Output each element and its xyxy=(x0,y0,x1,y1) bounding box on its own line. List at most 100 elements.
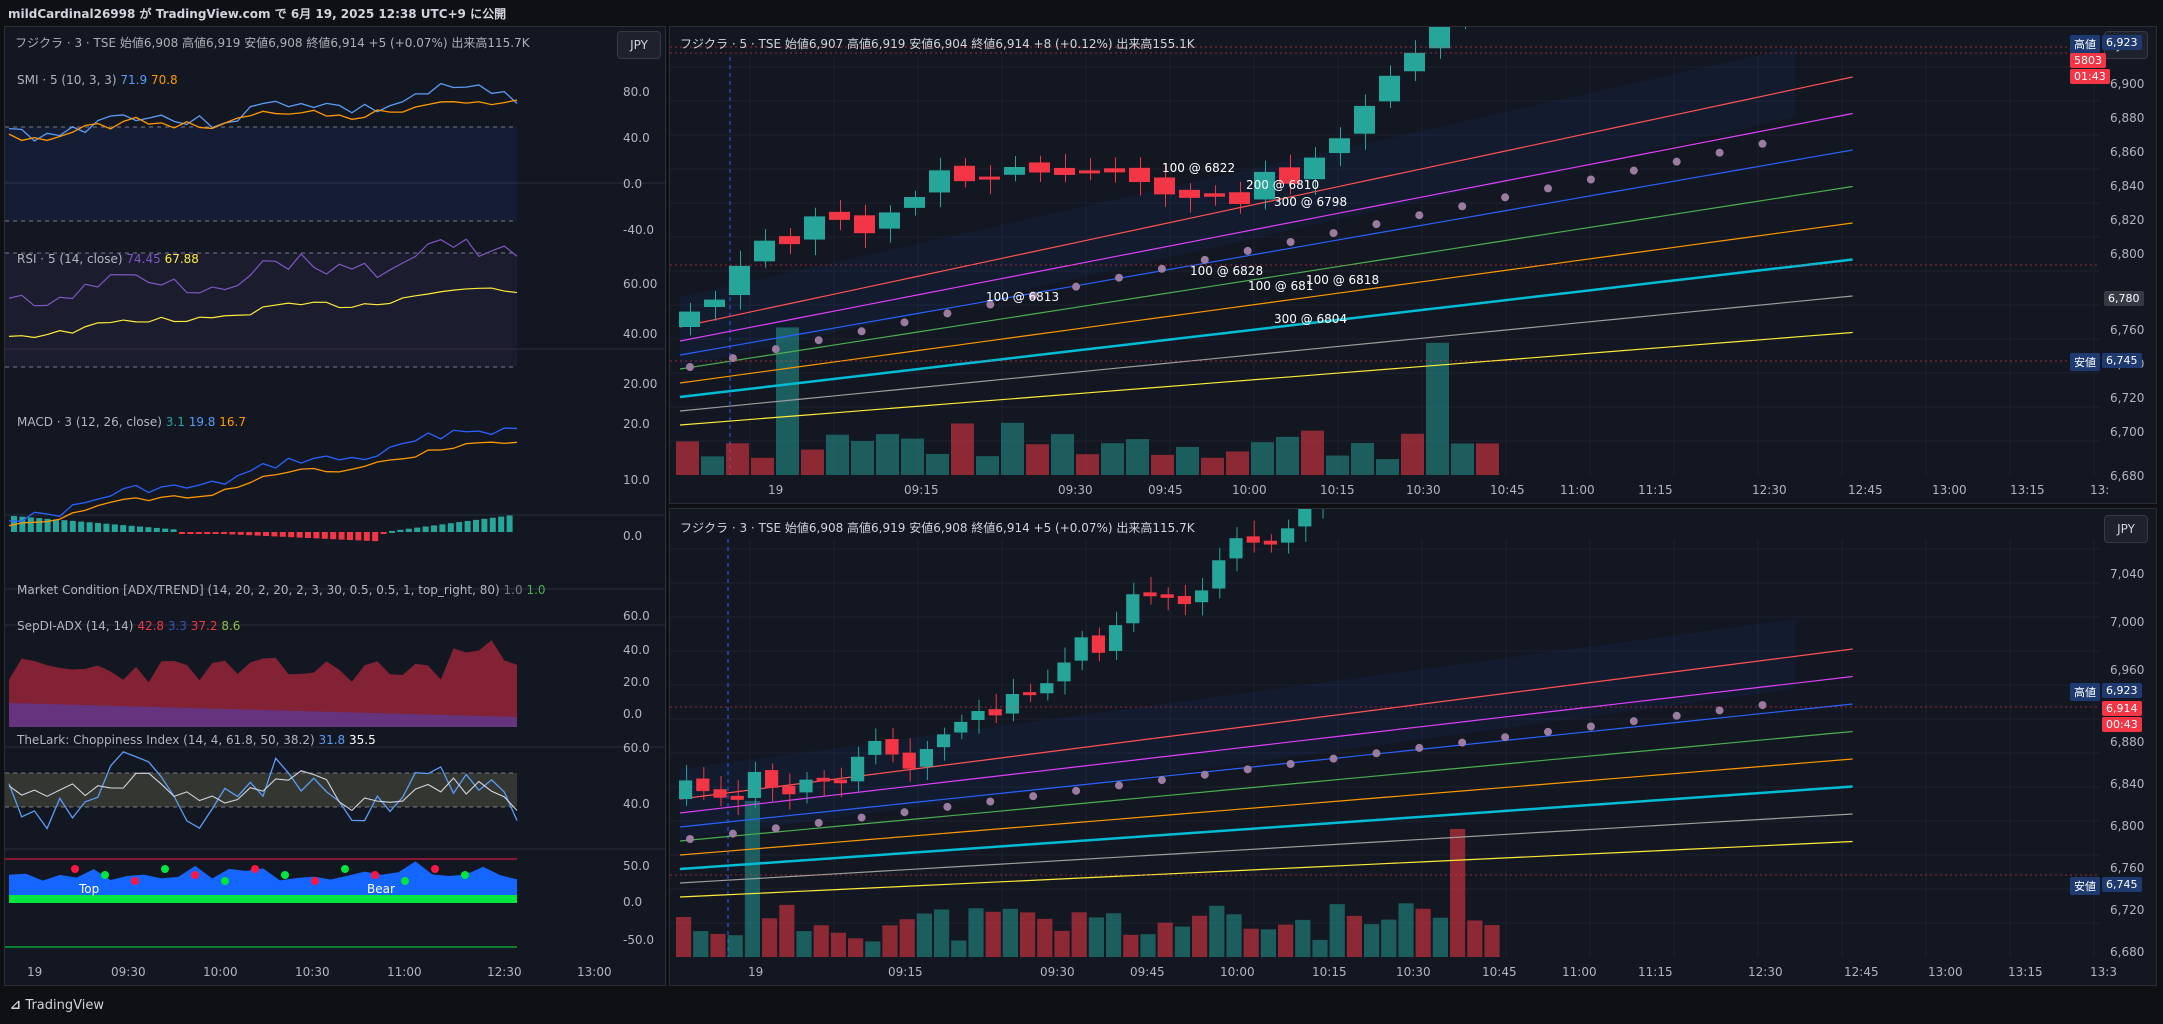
volume-bar xyxy=(848,938,864,957)
oscillator-signal-dot xyxy=(431,865,439,873)
volume-bar xyxy=(1398,903,1414,957)
top-price-tick: 6,900 xyxy=(2110,77,2145,91)
candle-body xyxy=(1281,528,1295,543)
tv-logo-icon: ⊿ xyxy=(10,998,26,1013)
rsi-tick: 40.00 xyxy=(623,327,658,341)
sepdi-lower-area xyxy=(9,703,517,727)
macd-histogram-bar xyxy=(170,529,177,532)
rsi-tick: 60.00 xyxy=(623,277,658,291)
sepdi-value-3: 37.2 xyxy=(190,619,218,633)
osc-top-label: Top xyxy=(79,882,100,896)
candle-body xyxy=(1354,105,1375,134)
top-price-chart[interactable]: フジクラ · 5 · TSE 始値6,907 高値6,919 安値6,904 終… xyxy=(669,26,2157,504)
signal-dot xyxy=(728,829,737,838)
oscillator-signal-dot xyxy=(281,871,289,879)
signal-dot xyxy=(1372,220,1381,229)
macd-histogram-bar xyxy=(19,516,26,532)
chop-tick: 40.0 xyxy=(623,797,650,811)
candle-body xyxy=(851,756,865,782)
bottom-chart-svg xyxy=(670,509,2100,957)
volume-bar xyxy=(1381,919,1397,957)
candle-body xyxy=(816,777,830,782)
oscillator-signal-dot xyxy=(191,871,199,879)
currency-button-left[interactable]: JPY xyxy=(617,31,661,59)
volume-bar xyxy=(901,438,924,475)
volume-bar xyxy=(1326,455,1349,475)
moving-average-line xyxy=(679,185,1853,370)
macd-tick: 20.0 xyxy=(623,417,650,431)
candle-body xyxy=(1195,590,1209,603)
volume-bar xyxy=(865,941,881,957)
macd-histogram-bar xyxy=(78,521,85,532)
volume-bar xyxy=(1295,919,1311,957)
bottom-xaxis-label: 13:00 xyxy=(1928,965,1963,979)
macd-histogram-bar xyxy=(36,518,43,532)
volume-bar xyxy=(1243,928,1259,957)
candle-body xyxy=(904,197,925,208)
currency-button-bottom[interactable]: JPY xyxy=(2104,515,2148,543)
volume-bar xyxy=(926,453,949,475)
tradingview-logo[interactable]: ⊿ TradingView xyxy=(10,998,104,1013)
volume-bar xyxy=(851,441,874,475)
volume-bar xyxy=(934,909,950,957)
signal-dot xyxy=(1329,229,1338,238)
signal-dot xyxy=(1286,760,1295,768)
macd-histogram-bar xyxy=(145,527,152,532)
volume-bar xyxy=(1376,459,1399,475)
candle-body xyxy=(1254,171,1275,200)
volume-bar xyxy=(916,913,932,957)
signal-dot xyxy=(771,345,780,354)
bottom-xaxis-label: 11:15 xyxy=(1638,965,1673,979)
trade-annotation: 100 @ 6813 xyxy=(986,290,1060,304)
top-6780-marker: 6,780 xyxy=(2104,291,2144,306)
top-xaxis-label: 13: xyxy=(2090,483,2110,497)
candle-body xyxy=(1129,167,1150,183)
bottom-xaxis-label: 12:45 xyxy=(1844,965,1879,979)
volume-bar xyxy=(776,327,799,475)
macd-histogram-bar xyxy=(204,532,211,534)
candle-body xyxy=(1212,560,1226,589)
bottom-price-chart[interactable]: フジクラ · 3 · TSE 始値6,908 高値6,919 安値6,908 終… xyxy=(669,508,2157,986)
signal-dot xyxy=(814,818,823,827)
chop-line xyxy=(8,751,518,830)
macd-histogram-bar xyxy=(162,528,169,532)
chop-value-1: 31.8 xyxy=(318,733,346,747)
signal-dot xyxy=(686,363,694,371)
volume-bar xyxy=(1226,914,1242,957)
volume-bar xyxy=(1020,912,1036,957)
bottom-price-tick: 6,760 xyxy=(2110,861,2145,875)
volume-bar xyxy=(1301,430,1324,475)
trade-annotation: 300 @ 6798 xyxy=(1274,195,1348,209)
candle-body xyxy=(1029,162,1050,173)
volume-bar xyxy=(1192,915,1208,957)
candle-body xyxy=(829,211,850,220)
candle-body xyxy=(1177,595,1191,605)
macd-histogram-bar xyxy=(313,532,320,539)
candle-body xyxy=(1204,193,1225,197)
signal-dot xyxy=(1286,238,1295,246)
macd-histogram-bar xyxy=(86,522,93,532)
macd-histogram-bar xyxy=(489,517,496,532)
signal-dot xyxy=(1243,246,1252,255)
candle-body xyxy=(854,215,875,234)
macd-histogram-bar xyxy=(363,532,370,541)
macd-tick: 0.0 xyxy=(623,529,643,543)
bottom-price-tick: 6,960 xyxy=(2110,663,2145,677)
signal-dot xyxy=(1629,166,1638,175)
signal-dot xyxy=(1672,711,1681,720)
volume-bar xyxy=(727,935,743,957)
volume-bar xyxy=(796,931,812,957)
volume-bar xyxy=(710,933,726,957)
top-low-tag: 安値 xyxy=(2070,353,2100,371)
bottom-low-value: 6,745 xyxy=(2102,877,2142,892)
candle-body xyxy=(1004,166,1025,175)
smi-legend: SMI · 5 (10, 3, 3) 71.9 70.8 xyxy=(17,73,178,87)
rsi-band xyxy=(5,253,517,367)
volume-bar xyxy=(1201,457,1224,475)
volume-bar xyxy=(751,457,774,475)
signal-dot xyxy=(1458,202,1467,211)
top-xaxis-label: 13:00 xyxy=(1932,483,1967,497)
smi-tick: -40.0 xyxy=(623,223,655,237)
volume-bar xyxy=(1351,442,1374,475)
volume-bar xyxy=(1226,451,1249,475)
